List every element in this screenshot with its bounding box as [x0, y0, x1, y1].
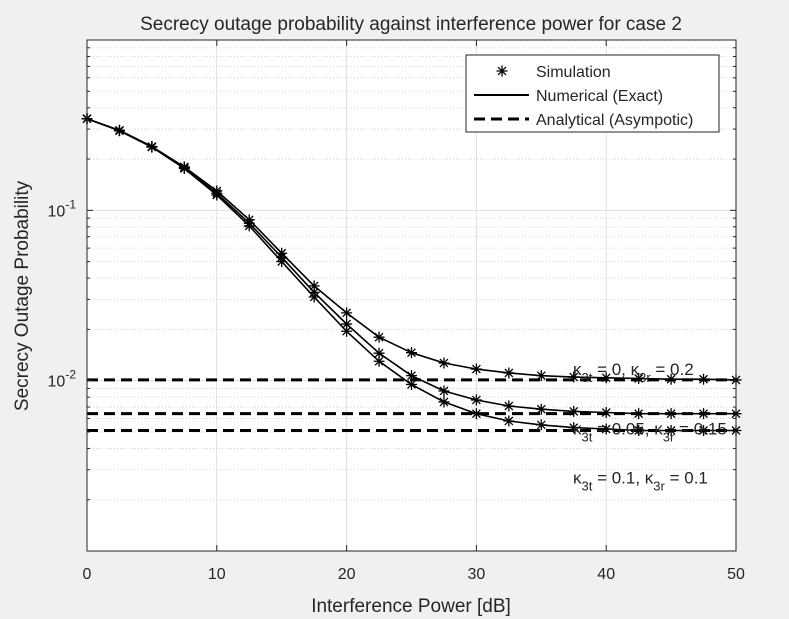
- simulation-marker: [568, 422, 580, 434]
- y-tick-label: 10-2: [48, 368, 77, 391]
- simulation-marker: [438, 396, 450, 408]
- simulation-marker: [633, 372, 645, 384]
- simulation-marker: [535, 419, 547, 431]
- x-tick-label: 20: [338, 566, 356, 583]
- legend-simulation-marker: [496, 65, 508, 77]
- simulation-marker: [146, 141, 158, 153]
- simulation-marker: [470, 394, 482, 406]
- simulation-marker: [600, 423, 612, 435]
- simulation-marker: [341, 307, 353, 319]
- simulation-marker: [633, 408, 645, 420]
- simulation-marker: [243, 220, 255, 232]
- simulation-marker: [406, 378, 417, 390]
- x-tick-label: 40: [597, 566, 615, 583]
- legend-star: [496, 65, 508, 77]
- simulation-marker: [600, 407, 612, 419]
- simulation-marker: [698, 408, 710, 420]
- x-tick-label: 0: [83, 566, 92, 583]
- chart-title: Secrecy outage probability against inter…: [140, 14, 682, 35]
- series-annotation: κ3t = 0, κ3r = 0.2: [573, 360, 694, 385]
- simulation-marker: [600, 372, 612, 384]
- simulation-marker: [698, 373, 710, 385]
- simulation-marker: [438, 385, 450, 397]
- simulation-marker: [373, 331, 385, 343]
- y-axis-label: Secrecy Outage Probability: [12, 180, 33, 411]
- simulation-marker: [568, 371, 580, 383]
- simulation-marker: [276, 256, 288, 268]
- axis-ticks: 0 10 20 30 40 50 10-1 10-2: [48, 40, 745, 583]
- legend-label-numerical: Numerical (Exact): [536, 88, 663, 105]
- simulation-marker: [308, 291, 320, 303]
- simulation-marker: [665, 373, 677, 385]
- simulation-marker: [341, 325, 353, 337]
- simulation-marker: [633, 424, 645, 436]
- simulation-marker: [373, 347, 385, 359]
- x-tick-label: 30: [468, 566, 486, 583]
- simulation-marker: [665, 408, 677, 420]
- series-annotation: κ3t = 0.1, κ3r = 0.1: [573, 468, 708, 493]
- simulation-marker: [503, 415, 515, 427]
- legend-label-analytical: Analytical (Asympotic): [536, 112, 693, 129]
- simulation-marker: [211, 189, 223, 201]
- simulation-marker: [341, 318, 353, 330]
- simulation-marker: [665, 424, 677, 436]
- y-tick-label: 10-1: [48, 197, 77, 220]
- simulation-marker: [535, 370, 547, 382]
- x-tick-label: 10: [208, 566, 226, 583]
- simulation-markers: [81, 113, 742, 436]
- simulation-marker: [178, 163, 190, 175]
- series-annotation: κ3t = 0.05, κ3r = 0.15: [573, 420, 727, 445]
- legend: Simulation Numerical (Exact) Analytical …: [465, 54, 720, 133]
- simulation-marker: [373, 355, 385, 367]
- legend-label-simulation: Simulation: [536, 64, 611, 81]
- simulation-marker: [308, 280, 320, 292]
- simulation-marker: [503, 367, 515, 379]
- simulation-marker: [406, 347, 417, 359]
- simulation-marker: [503, 400, 515, 412]
- simulation-marker: [113, 125, 125, 137]
- simulation-marker: [568, 405, 580, 417]
- plot-frame: [86, 39, 737, 552]
- simulation-marker: [406, 370, 417, 382]
- simulation-marker: [535, 403, 547, 415]
- x-tick-label: 50: [727, 566, 745, 583]
- x-axis-label: Interference Power [dB]: [311, 596, 511, 617]
- simulation-marker: [698, 424, 710, 436]
- simulation-marker: [438, 357, 450, 369]
- simulation-marker: [470, 408, 482, 420]
- simulation-marker: [470, 363, 482, 375]
- series-annotations: κ3t = 0, κ3r = 0.2 κ3t = 0.05, κ3r = 0.15…: [573, 360, 727, 494]
